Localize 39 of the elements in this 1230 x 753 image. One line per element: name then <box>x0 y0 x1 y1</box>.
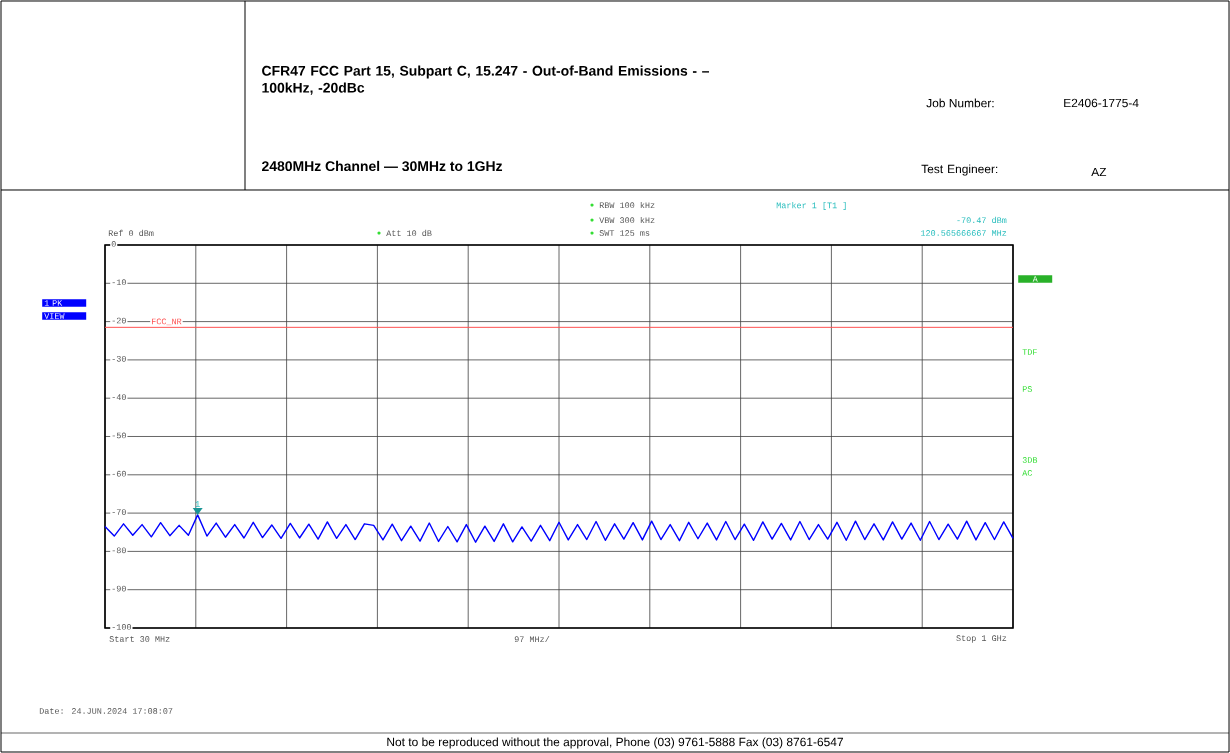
text: 3DB <box>1022 457 1038 463</box>
y-tick-label: -40 <box>112 394 126 400</box>
text: 97 MHz/ <box>514 635 550 643</box>
text: Start 30 MHz <box>109 636 170 642</box>
text: Date: 24.JUN.2024 17:08:07 <box>39 708 173 714</box>
y-tick-label: -50 <box>112 432 126 439</box>
text: 1 PK <box>44 300 63 306</box>
text: VBW 300 kHz <box>599 216 655 224</box>
chart-subtitle: 2480MHz Channel — 30MHz to 1GHz <box>262 160 503 172</box>
y-tick-label: -10 <box>112 279 126 286</box>
chart-title: CFR47 FCC Part 15, Subpart C, 15.247 - Out-of-Band Emissions - – 100kHz, -20dBc <box>262 65 710 95</box>
y-tick-label: 0 <box>111 241 116 247</box>
text: Att 10 dB <box>386 229 432 237</box>
y-tick-label: -100 <box>112 624 131 630</box>
text: A <box>1032 276 1038 282</box>
text: RBW 100 kHz <box>599 201 655 209</box>
text: VIEW <box>44 313 65 319</box>
text: Not to be reproduced without the approval, Phone (03) 9761-5888 Fax (03) 8761-6547 <box>387 737 843 749</box>
ref-line-label: FCC_NR <box>151 318 182 326</box>
text: Test Engineer: <box>921 164 998 176</box>
annotation: 1 <box>195 501 200 507</box>
text: PS <box>1022 386 1032 392</box>
y-tick-label: -20 <box>112 317 126 324</box>
text: TDF <box>1022 349 1037 355</box>
text: Ref 0 dBm <box>108 229 154 237</box>
text: 120.565666667 MHz <box>921 230 1007 236</box>
y-tick-label: -30 <box>112 355 126 362</box>
text: -70.47 dBm <box>957 216 1007 224</box>
y-tick-label: -70 <box>112 509 126 515</box>
y-tick-label: -60 <box>112 470 126 477</box>
text: AZ <box>1091 167 1107 177</box>
text: Stop 1 GHz <box>956 635 1007 643</box>
text: Job Number: <box>926 98 994 108</box>
text: E2406-1775-4 <box>1064 98 1139 108</box>
text: Marker 1 [T1 ] <box>776 202 846 210</box>
text: SWT 125 ms <box>599 230 650 236</box>
y-tick-label: -90 <box>112 585 126 592</box>
text: AC <box>1022 470 1033 476</box>
y-tick-label: -80 <box>112 547 126 554</box>
